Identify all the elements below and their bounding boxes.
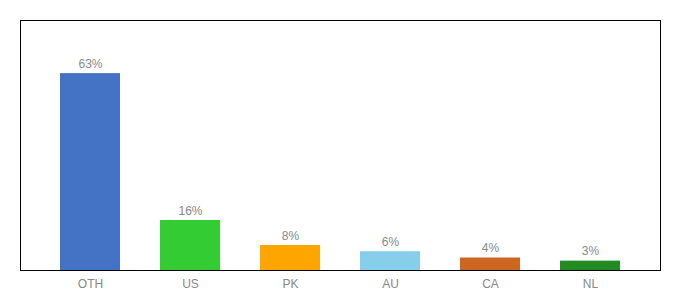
svg-text:PK: PK bbox=[282, 277, 298, 291]
svg-text:AU: AU bbox=[382, 277, 399, 291]
svg-text:63%: 63% bbox=[78, 57, 102, 71]
svg-text:8%: 8% bbox=[282, 229, 300, 243]
svg-text:6%: 6% bbox=[382, 235, 400, 249]
svg-text:4%: 4% bbox=[482, 241, 500, 255]
svg-text:CA: CA bbox=[482, 277, 499, 291]
svg-text:OTH: OTH bbox=[78, 277, 103, 291]
svg-text:US: US bbox=[182, 277, 199, 291]
svg-text:16%: 16% bbox=[178, 204, 202, 218]
svg-text:NL: NL bbox=[583, 277, 599, 291]
svg-text:3%: 3% bbox=[582, 244, 600, 258]
